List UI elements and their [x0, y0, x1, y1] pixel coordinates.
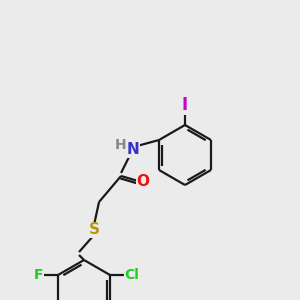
Text: N: N: [127, 142, 140, 158]
Text: F: F: [33, 268, 43, 282]
Text: S: S: [88, 223, 100, 238]
Text: H: H: [115, 138, 127, 152]
Text: Cl: Cl: [124, 268, 140, 282]
Text: I: I: [182, 96, 188, 114]
Text: O: O: [136, 173, 149, 188]
